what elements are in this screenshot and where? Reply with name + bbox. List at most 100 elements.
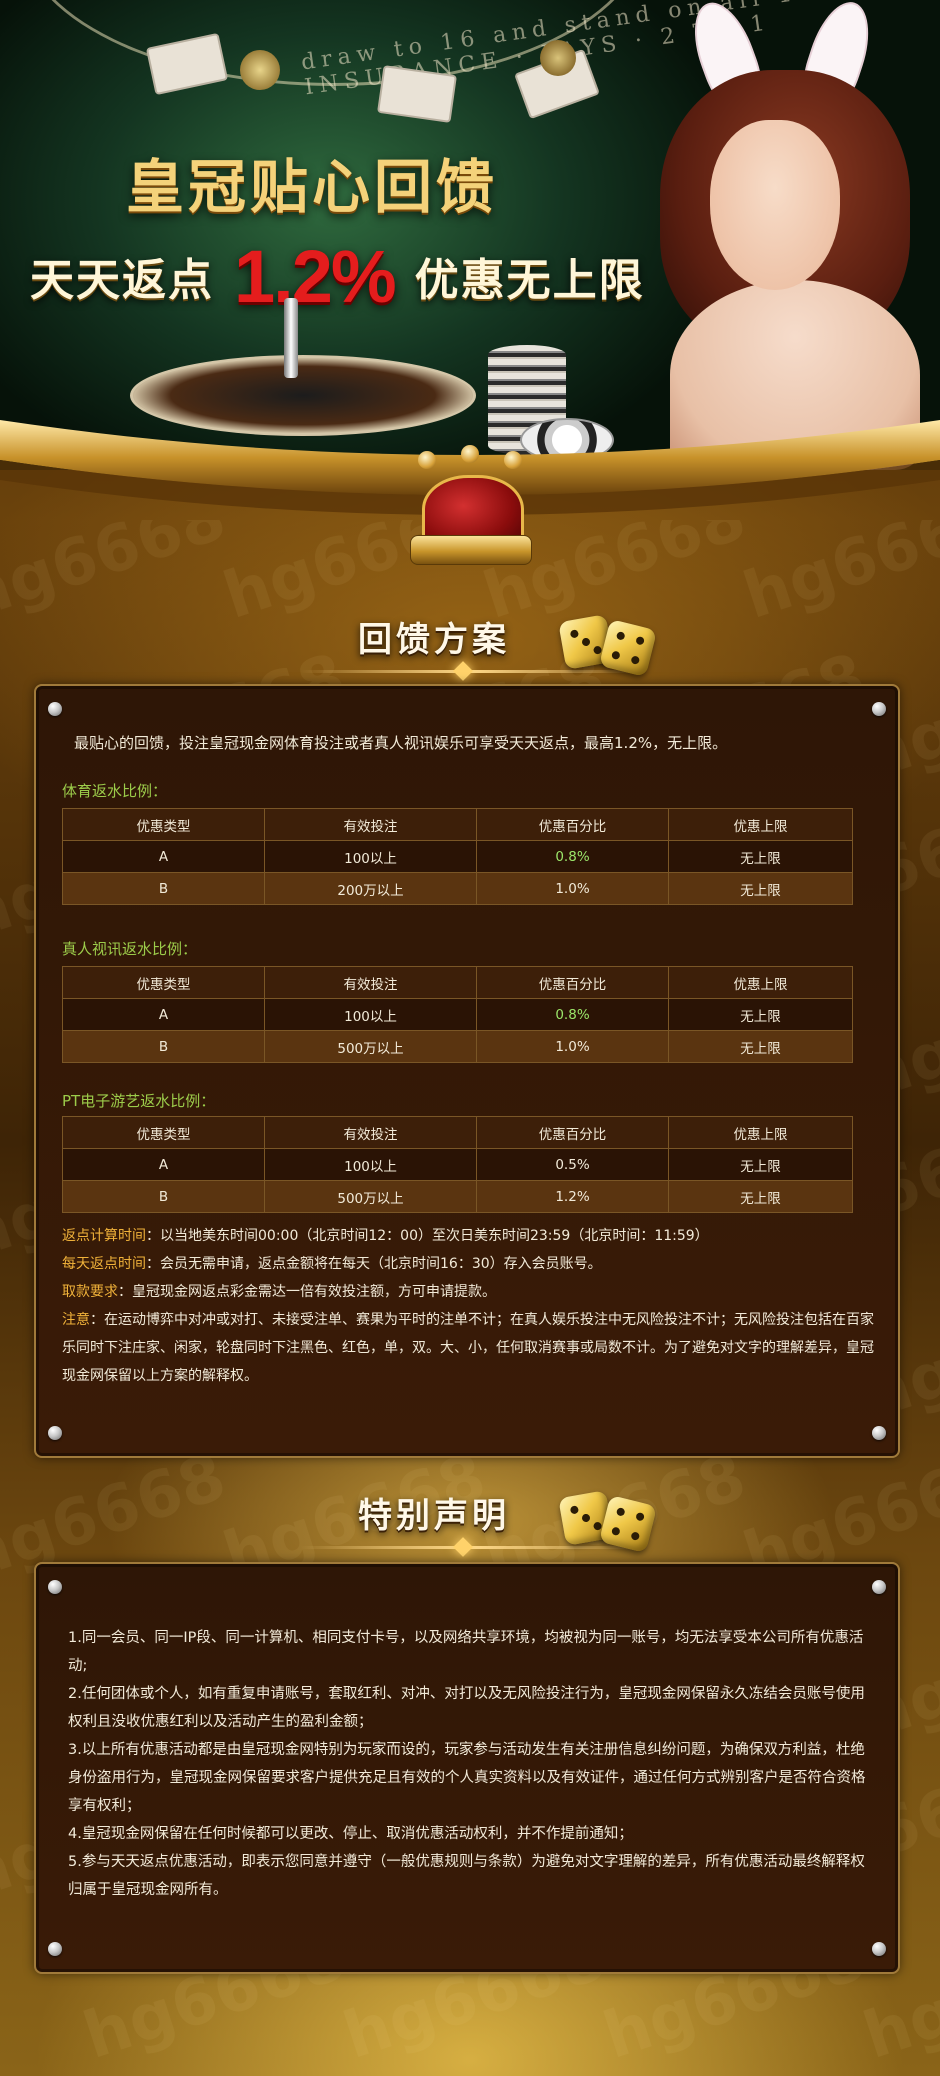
rebate-table-pt: 优惠类型 有效投注 优惠百分比 优惠上限 A 100以上 0.5% 无上限 B …: [62, 1116, 853, 1213]
declaration-panel: 1.同一会员、同一IP段、同一计算机、相同支付卡号，以及网络共享环境，均被视为同…: [34, 1562, 900, 1974]
rivet-icon: [48, 1426, 62, 1440]
crown-base: [410, 535, 532, 565]
hostess-image: [640, 0, 930, 470]
category-label-pt: PT电子游艺返水比例：: [62, 1092, 216, 1110]
section-header-declaration: 特别声明: [0, 1488, 940, 1558]
list-item: 2.任何团体或个人，如有重复申请账号，套取红利、对冲、对打以及无风险投注行为，皇…: [68, 1686, 865, 1730]
crown-point: [504, 451, 522, 469]
column-header: 优惠类型: [62, 966, 265, 999]
column-header: 有效投注: [264, 966, 477, 999]
column-header: 优惠上限: [668, 1116, 853, 1149]
rebate-table-live: 优惠类型 有效投注 优惠百分比 优惠上限 A 100以上 0.8% 无上限 B …: [62, 966, 853, 1063]
table-cell: B: [62, 1030, 265, 1063]
column-header: 有效投注: [264, 808, 477, 841]
table-row: A 100以上 0.5% 无上限: [62, 1148, 853, 1181]
rivet-icon: [872, 702, 886, 716]
list-item: 1.同一会员、同一IP段、同一计算机、相同支付卡号，以及网络共享环境，均被视为同…: [68, 1630, 864, 1674]
crown-point: [418, 451, 436, 469]
declaration-list: 1.同一会员、同一IP段、同一计算机、相同支付卡号，以及网络共享环境，均被视为同…: [68, 1624, 868, 1904]
table-cell: 无上限: [668, 1030, 853, 1063]
banner-rate: 1.2%: [234, 234, 397, 318]
table-cell: 无上限: [668, 872, 853, 905]
table-cell: 200万以上: [264, 872, 477, 905]
list-item: 5.参与天天返点优惠活动，即表示您同意并遵守（一般优惠规则与条款）为避免对文字理…: [68, 1854, 865, 1898]
rivet-icon: [48, 1942, 62, 1956]
hero-banner: draw to 16 and stand on all 17 · INSURAN…: [0, 0, 940, 470]
table-cell: 1.0%: [476, 1030, 669, 1063]
table-row: A 100以上 0.8% 无上限: [62, 840, 853, 873]
dice-icon: [598, 618, 658, 678]
crown-point: [461, 445, 479, 463]
chip-icon: [240, 50, 280, 90]
crown-icon: [400, 445, 540, 575]
column-header: 优惠类型: [62, 808, 265, 841]
rebate-panel: 最贴心的回馈，投注皇冠现金网体育投注或者真人视讯娱乐可享受天天返点，最高1.2%…: [34, 684, 900, 1458]
section-title-rebate: 回馈方案: [358, 620, 510, 660]
diamond-icon: [453, 661, 473, 681]
rivet-icon: [48, 1580, 62, 1594]
table-row: B 500万以上 1.2% 无上限: [62, 1180, 853, 1213]
table-cell: B: [62, 872, 265, 905]
playing-card-icon: [377, 65, 457, 123]
category-label-sports: 体育返水比例：: [62, 782, 168, 800]
chip-icon: [540, 40, 576, 76]
table-header-row: 优惠类型 有效投注 优惠百分比 优惠上限: [62, 966, 853, 999]
hostess-face: [710, 120, 840, 290]
note-withdraw: 取款要求：皇冠现金网返点彩金需达一倍有效投注额，方可申请提款。: [62, 1284, 496, 1300]
table-row: B 500万以上 1.0% 无上限: [62, 1030, 853, 1063]
table-cell: 0.8%: [476, 998, 669, 1031]
note-calc-time: 返点计算时间：以当地美东时间00:00（北京时间12：00）至次日美东时间23:…: [62, 1228, 709, 1244]
table-cell: 无上限: [668, 1148, 853, 1181]
table-cell: 100以上: [264, 998, 477, 1031]
column-header: 优惠上限: [668, 966, 853, 999]
table-cell: 100以上: [264, 1148, 477, 1181]
banner-sub-left: 天天返点: [30, 255, 214, 306]
rebate-notes: 返点计算时间：以当地美东时间00:00（北京时间12：00）至次日美东时间23:…: [62, 1222, 878, 1390]
rivet-icon: [872, 1580, 886, 1594]
rebate-intro: 最贴心的回馈，投注皇冠现金网体育投注或者真人视讯娱乐可享受天天返点，最高1.2%…: [74, 734, 728, 752]
table-cell: 100以上: [264, 840, 477, 873]
dice-icon: [598, 1494, 658, 1554]
table-cell: 0.8%: [476, 840, 669, 873]
table-row: A 100以上 0.8% 无上限: [62, 998, 853, 1031]
list-item: 4.皇冠现金网保留在任何时候都可以更改、停止、取消优惠活动权利，并不作提前通知；: [68, 1826, 633, 1842]
note-daily-time: 每天返点时间：会员无需申请，返点金额将在每天（北京时间16：30）存入会员账号。: [62, 1256, 602, 1272]
rebate-table-sports: 优惠类型 有效投注 优惠百分比 优惠上限 A 100以上 0.8% 无上限 B …: [62, 808, 853, 905]
note-attention: 注意：在运动博弈中对冲或对打、未接受注单、赛果为平时的注单不计；在真人娱乐投注中…: [62, 1312, 874, 1384]
table-row: B 200万以上 1.0% 无上限: [62, 872, 853, 905]
category-label-live: 真人视讯返水比例：: [62, 940, 198, 958]
roulette-wheel-icon: [130, 355, 476, 436]
column-header: 优惠百分比: [476, 808, 669, 841]
diamond-icon: [453, 1537, 473, 1557]
rivet-icon: [48, 702, 62, 716]
section-title-declaration: 特别声明: [358, 1496, 510, 1536]
banner-subtitle: 天天返点 1.2% 优惠无上限: [30, 234, 680, 318]
roulette-spindle: [284, 298, 298, 378]
banner-sub-right: 优惠无上限: [414, 255, 645, 306]
table-cell: 无上限: [668, 998, 853, 1031]
column-header: 优惠百分比: [476, 966, 669, 999]
table-cell: 无上限: [668, 1180, 853, 1213]
section-header-rebate: 回馈方案: [0, 612, 940, 682]
column-header: 优惠百分比: [476, 1116, 669, 1149]
table-cell: B: [62, 1180, 265, 1213]
table-cell: 无上限: [668, 840, 853, 873]
column-header: 优惠上限: [668, 808, 853, 841]
rivet-icon: [872, 1426, 886, 1440]
list-item: 3.以上所有优惠活动都是由皇冠现金网特别为玩家而设的，玩家参与活动发生有关注册信…: [68, 1742, 866, 1814]
table-cell: 0.5%: [476, 1148, 669, 1181]
banner-title: 皇冠贴心回馈: [126, 153, 499, 221]
table-header-row: 优惠类型 有效投注 优惠百分比 优惠上限: [62, 808, 853, 841]
table-cell: A: [62, 840, 265, 873]
table-header-row: 优惠类型 有效投注 优惠百分比 优惠上限: [62, 1116, 853, 1149]
table-cell: 1.0%: [476, 872, 669, 905]
column-header: 有效投注: [264, 1116, 477, 1149]
rivet-icon: [872, 1942, 886, 1956]
table-cell: 1.2%: [476, 1180, 669, 1213]
table-cell: A: [62, 998, 265, 1031]
table-cell: 500万以上: [264, 1030, 477, 1063]
table-cell: 500万以上: [264, 1180, 477, 1213]
column-header: 优惠类型: [62, 1116, 265, 1149]
table-cell: A: [62, 1148, 265, 1181]
